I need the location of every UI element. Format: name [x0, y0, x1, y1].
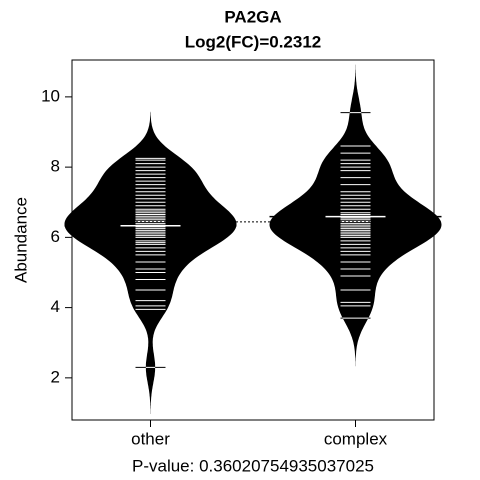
- chart-title: PA2GA: [224, 7, 281, 26]
- bean: [64, 111, 237, 414]
- y-tick-label: 4: [51, 297, 60, 316]
- y-tick-label: 6: [51, 227, 60, 246]
- y-tick-label: 8: [51, 157, 60, 176]
- y-tick-label: 10: [41, 86, 60, 105]
- y-axis-label: Abundance: [11, 197, 30, 283]
- chart-subtitle: Log2(FC)=0.2312: [185, 32, 322, 51]
- plot-frame: [71, 59, 435, 421]
- x-axis-label: P-value: 0.36020754935037025: [132, 456, 374, 475]
- x-tick-label: complex: [324, 429, 388, 448]
- bean: [269, 64, 442, 367]
- y-tick-label: 2: [51, 367, 60, 386]
- x-tick-label: other: [131, 429, 170, 448]
